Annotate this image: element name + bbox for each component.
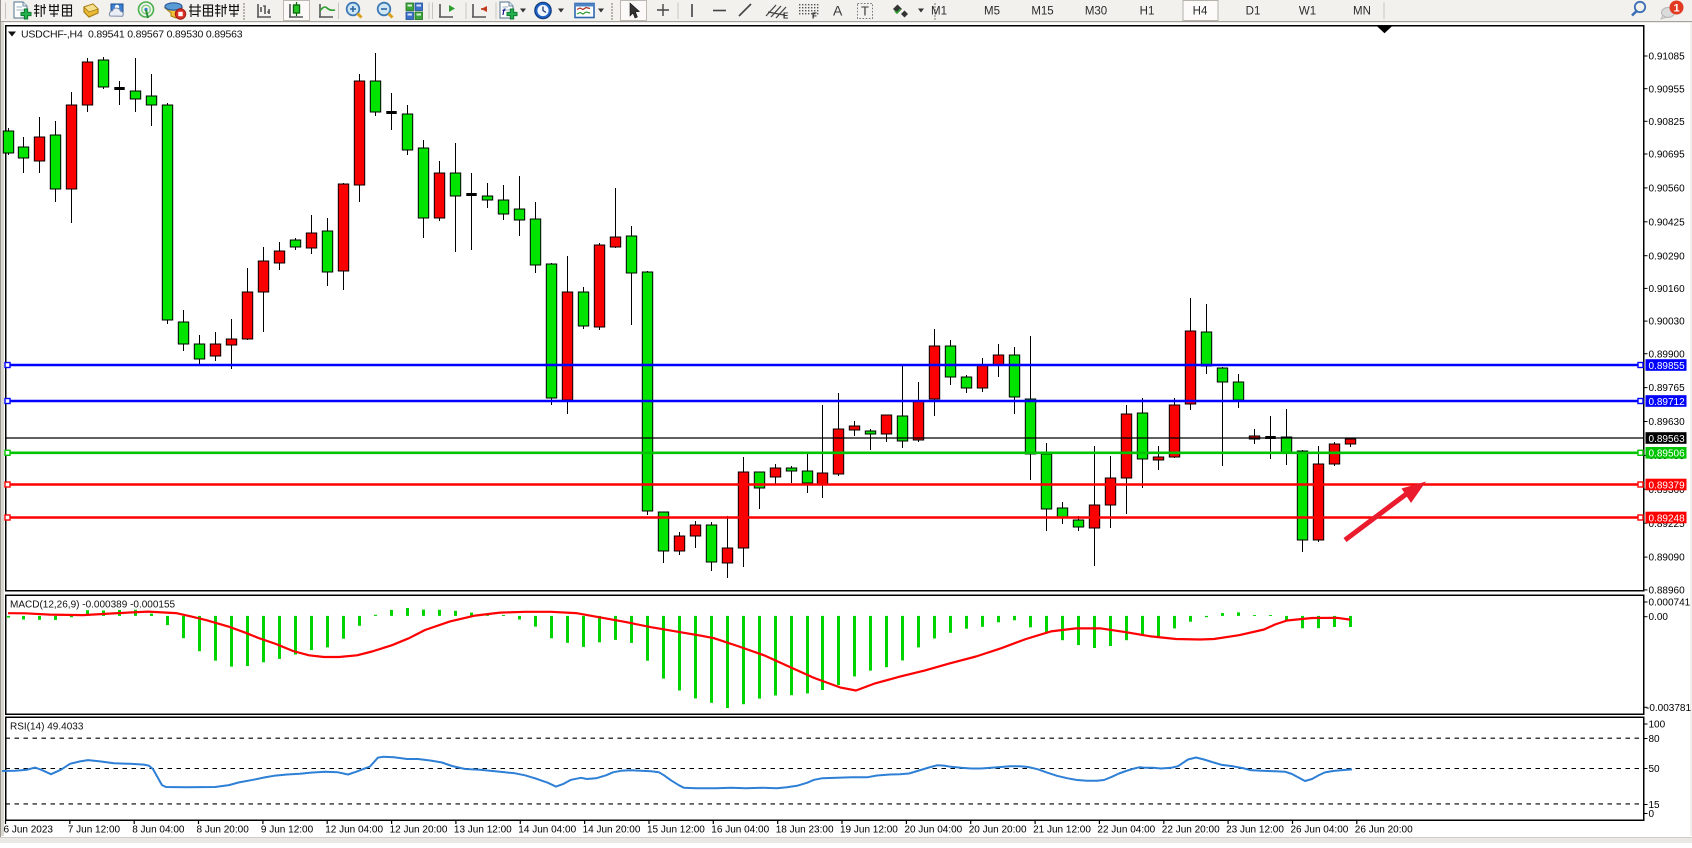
svg-text:8 Jun 20:00: 8 Jun 20:00	[197, 825, 250, 836]
svg-text:0.90955: 0.90955	[1649, 84, 1686, 95]
svg-text:100: 100	[1649, 720, 1666, 731]
svg-text:0.90425: 0.90425	[1649, 217, 1686, 228]
svg-text:7 Jun 12:00: 7 Jun 12:00	[68, 825, 121, 836]
svg-text:15 Jun 12:00: 15 Jun 12:00	[647, 825, 705, 836]
svg-text:0.89248: 0.89248	[1649, 513, 1686, 524]
svg-text:F: F	[812, 12, 817, 21]
svg-text:0.90290: 0.90290	[1649, 251, 1686, 262]
svg-text:M15: M15	[1031, 6, 1053, 18]
svg-text:0.90030: 0.90030	[1649, 317, 1686, 328]
svg-text:M30: M30	[1085, 6, 1107, 18]
svg-text:A: A	[833, 3, 843, 19]
svg-text:20 Jun 04:00: 20 Jun 04:00	[904, 825, 962, 836]
svg-text:USDCHF-,H4 0.89541 0.89567 0.: USDCHF-,H4 0.89541 0.89567 0.89530 0.895…	[21, 29, 243, 41]
svg-text:22 Jun 20:00: 22 Jun 20:00	[1162, 825, 1220, 836]
svg-text:8 Jun 04:00: 8 Jun 04:00	[132, 825, 185, 836]
svg-text:f: f	[502, 7, 506, 17]
svg-text:M1: M1	[931, 6, 947, 18]
svg-text:80: 80	[1649, 734, 1661, 745]
svg-text:19 Jun 12:00: 19 Jun 12:00	[840, 825, 898, 836]
svg-text:MACD(12,26,9) -0.000389 -0.000: MACD(12,26,9) -0.000389 -0.000155	[10, 600, 176, 611]
svg-text:26 Jun 20:00: 26 Jun 20:00	[1355, 825, 1413, 836]
svg-text:20 Jun 20:00: 20 Jun 20:00	[969, 825, 1027, 836]
svg-text:15: 15	[1649, 800, 1661, 811]
svg-text:0.89855: 0.89855	[1649, 361, 1686, 372]
svg-text:0.89379: 0.89379	[1649, 480, 1686, 491]
svg-text:0.89630: 0.89630	[1649, 417, 1686, 428]
svg-text:H4: H4	[1193, 6, 1208, 18]
svg-text:W1: W1	[1299, 6, 1316, 18]
svg-text:0.89506: 0.89506	[1649, 449, 1686, 460]
svg-text:50: 50	[1649, 764, 1661, 775]
svg-text:12 Jun 04:00: 12 Jun 04:00	[325, 825, 383, 836]
svg-text:16 Jun 04:00: 16 Jun 04:00	[711, 825, 769, 836]
svg-text:0.89090: 0.89090	[1649, 553, 1686, 564]
svg-text:18 Jun 23:00: 18 Jun 23:00	[776, 825, 834, 836]
svg-text:D1: D1	[1246, 6, 1261, 18]
svg-text:0.000741: 0.000741	[1649, 598, 1691, 609]
svg-text:12 Jun 20:00: 12 Jun 20:00	[390, 825, 448, 836]
svg-text:1: 1	[1673, 3, 1679, 15]
svg-text:26 Jun 04:00: 26 Jun 04:00	[1291, 825, 1349, 836]
svg-text:21 Jun 12:00: 21 Jun 12:00	[1033, 825, 1091, 836]
svg-text:0.90825: 0.90825	[1649, 117, 1686, 128]
svg-text:14 Jun 20:00: 14 Jun 20:00	[583, 825, 641, 836]
svg-text:13 Jun 12:00: 13 Jun 12:00	[454, 825, 512, 836]
svg-text:0.91085: 0.91085	[1649, 52, 1686, 63]
svg-text:0.89360: 0.89360	[1649, 485, 1686, 496]
svg-text:MN: MN	[1353, 6, 1371, 18]
svg-text:0.89225: 0.89225	[1649, 519, 1686, 530]
svg-text:0: 0	[1649, 809, 1655, 820]
svg-text:-0.003781: -0.003781	[1646, 703, 1691, 714]
svg-text:0.89765: 0.89765	[1649, 383, 1686, 394]
svg-text:6 Jun 2023: 6 Jun 2023	[4, 825, 54, 836]
svg-text:RSI(14) 49.4033: RSI(14) 49.4033	[10, 722, 84, 733]
svg-text:E: E	[783, 12, 789, 21]
svg-text:9 Jun 12:00: 9 Jun 12:00	[261, 825, 314, 836]
svg-text:14 Jun 04:00: 14 Jun 04:00	[518, 825, 576, 836]
svg-text:0.89563: 0.89563	[1649, 434, 1686, 445]
svg-text:0.90160: 0.90160	[1649, 284, 1686, 295]
svg-text:0.88960: 0.88960	[1649, 586, 1686, 597]
svg-text:22 Jun 04:00: 22 Jun 04:00	[1097, 825, 1155, 836]
svg-text:0.90560: 0.90560	[1649, 184, 1686, 195]
svg-text:M5: M5	[984, 6, 1000, 18]
svg-text:H1: H1	[1140, 6, 1155, 18]
svg-text:0.89900: 0.89900	[1649, 349, 1686, 360]
svg-text:T: T	[861, 4, 869, 19]
svg-text:23 Jun 12:00: 23 Jun 12:00	[1226, 825, 1284, 836]
svg-text:0.89712: 0.89712	[1649, 397, 1686, 408]
svg-text:0.00: 0.00	[1649, 612, 1669, 623]
svg-text:0.90695: 0.90695	[1649, 150, 1686, 161]
